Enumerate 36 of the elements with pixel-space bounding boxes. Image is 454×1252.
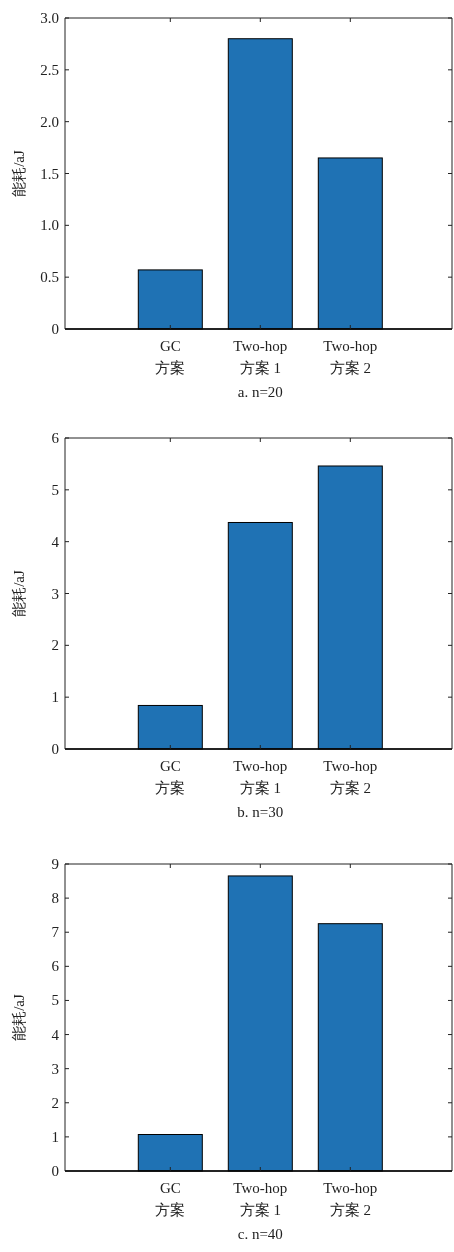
y-tick-label: 6 <box>51 958 60 975</box>
x-tick-label: GC 方案 <box>155 338 186 376</box>
y-tick-label: 0 <box>51 1163 59 1179</box>
text: c. n=40 <box>237 1226 283 1242</box>
y-tick-label: 2 <box>51 1094 59 1111</box>
y-tick-label: 5 <box>51 481 59 498</box>
y-tick-label: 3 <box>51 1060 59 1077</box>
y-tick-label: 1 <box>51 689 59 706</box>
y-axis-title: 能耗/aJ <box>11 994 27 1041</box>
y-tick-label: 9 <box>51 856 59 872</box>
y-tick-label: 0 <box>51 741 59 757</box>
y-tick-label: 2.5 <box>40 61 59 78</box>
y-tick-label: 8 <box>51 890 59 907</box>
y-tick-label: 6 <box>51 430 60 446</box>
y-axis-title: 能耗/aJ <box>11 150 27 197</box>
y-tick-label: 2 <box>51 637 59 654</box>
y-tick-label: 0.5 <box>40 269 59 286</box>
x-tick-label: Two-hop 方案 2 <box>323 338 378 376</box>
y-tick-label: 1.5 <box>40 165 59 182</box>
text: a. n=20 <box>237 384 283 400</box>
x-tick-label: Two-hop 方案 2 <box>323 1180 378 1218</box>
x-tick-label: GC 方案 <box>155 758 186 796</box>
x-tick-label: GC 方案 <box>155 1180 186 1218</box>
y-tick-label: 2.0 <box>40 113 59 130</box>
y-tick-label: 5 <box>51 992 59 1009</box>
y-tick-label: 3.0 <box>40 10 59 26</box>
y-tick-label: 4 <box>51 533 60 550</box>
y-tick-label: 0 <box>51 321 59 337</box>
text: b. n=30 <box>237 804 284 820</box>
y-tick-label: 1 <box>51 1128 59 1145</box>
y-tick-label: 3 <box>51 585 59 602</box>
y-tick-label: 7 <box>51 924 60 941</box>
y-tick-label: 1.0 <box>40 217 59 234</box>
x-tick-label: Two-hop 方案 2 <box>323 758 378 796</box>
y-axis-title: 能耗/aJ <box>11 570 27 617</box>
y-tick-label: 4 <box>51 1026 60 1043</box>
